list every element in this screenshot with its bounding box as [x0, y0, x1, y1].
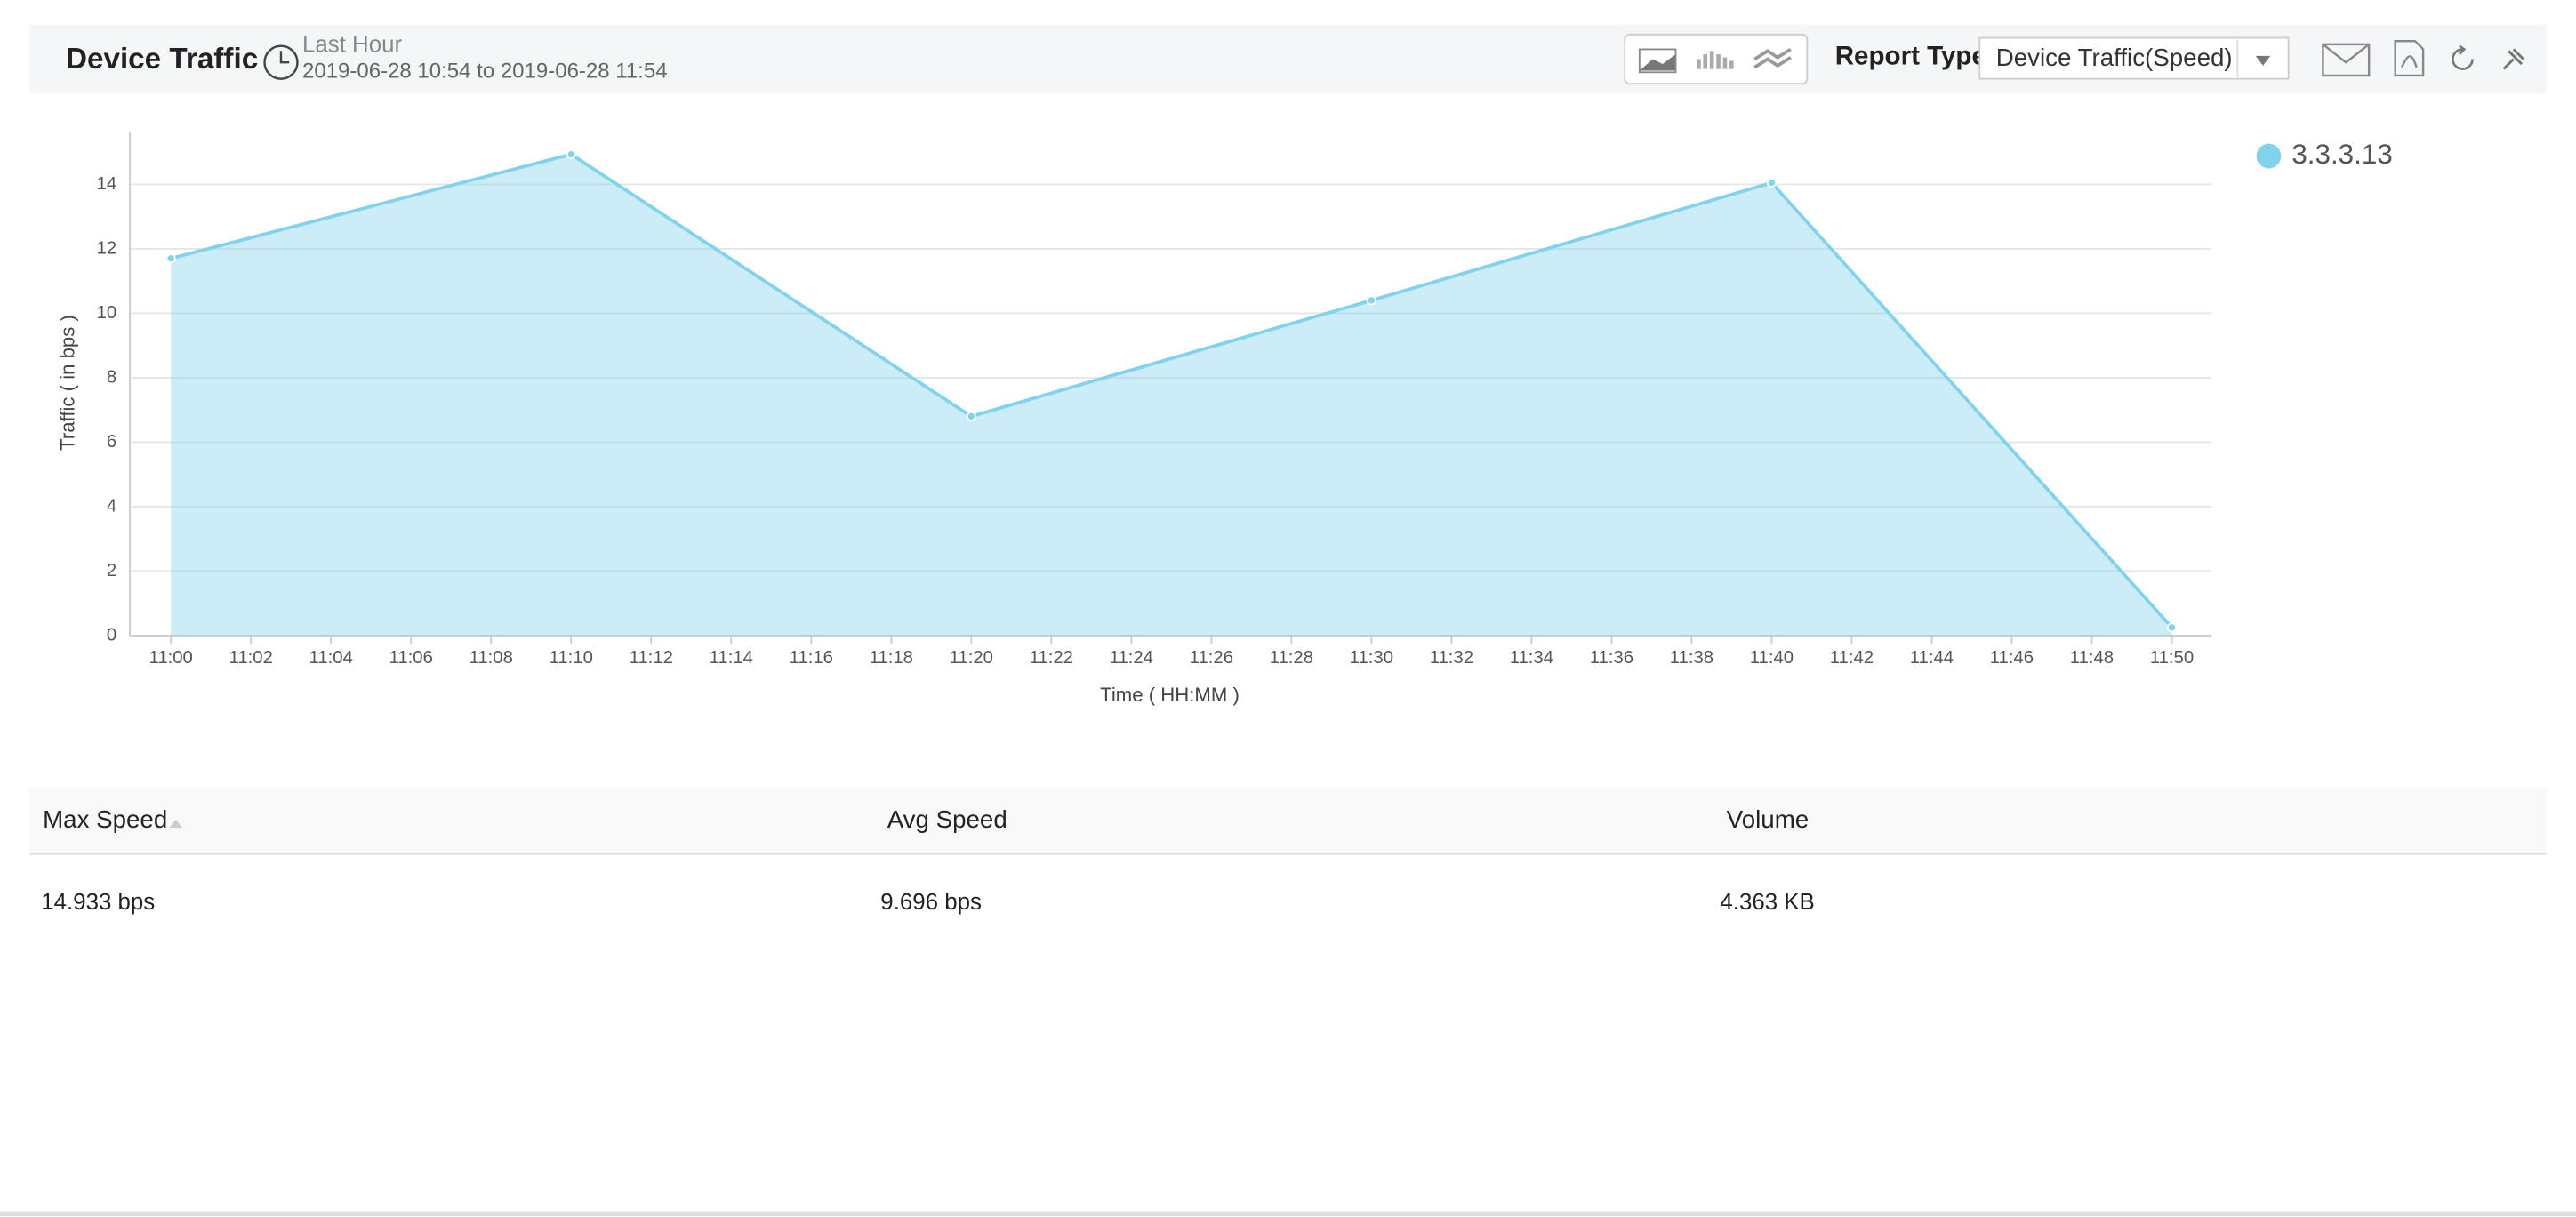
area-fill: [171, 154, 2172, 636]
column-header[interactable]: Max Speed: [43, 805, 167, 833]
x-tick-label: 11:32: [1430, 648, 1473, 668]
x-tick-label: 11:50: [2150, 648, 2194, 668]
y-axis-label: Traffic ( in bps ): [57, 315, 79, 451]
legend-label[interactable]: 3.3.3.13: [2291, 139, 2392, 170]
x-tick-label: 11:30: [1350, 648, 1393, 668]
x-tick-label: 11:12: [630, 648, 673, 668]
y-tick-label: 4: [107, 496, 116, 516]
chart-type-switcher[interactable]: [1624, 33, 1809, 85]
y-tick-label: 0: [107, 625, 116, 645]
report-title: Device Traffic: [66, 43, 258, 76]
chart: 0 2 4 6 8 10 12 14 11:00 11:02 11:04 11:06 11:08 11:1…: [57, 131, 2393, 706]
dropdown-arrow[interactable]: [2255, 55, 2271, 66]
x-tick-label: 11:46: [1990, 648, 2034, 668]
table-cell: 4.363 KB: [1720, 890, 1814, 915]
sort-icon[interactable]: [169, 819, 183, 829]
table-cell: 14.933 bps: [41, 890, 155, 915]
area-line: [170, 152, 2173, 629]
x-tick-label: 11:24: [1110, 648, 1153, 668]
data-point[interactable]: [566, 149, 576, 160]
column-header: Avg Speed: [887, 805, 1007, 833]
table-header-bg: [29, 788, 2547, 854]
email-icon[interactable]: [2322, 43, 2371, 77]
x-tick-label: 11:26: [1190, 648, 1233, 668]
x-tick-label: 11:42: [1830, 648, 1874, 668]
x-tick-label: 11:48: [2070, 648, 2114, 668]
y-tick-label: 14: [97, 174, 117, 194]
pdf-icon[interactable]: [2394, 39, 2425, 77]
x-tick-label: 11:44: [1910, 648, 1954, 668]
x-axis-label: Time ( HH:MM ): [1100, 684, 1240, 706]
refresh-icon[interactable]: [2452, 44, 2474, 70]
stats-table: Max Speed Avg Speed Volume 14.933 bps 9.696 …: [29, 788, 2547, 915]
x-tick-label: 11:28: [1270, 648, 1313, 668]
x-tick-label: 11:18: [870, 648, 913, 668]
clock-icon: [263, 44, 299, 80]
x-tick-label: 11:10: [550, 648, 593, 668]
x-tick-label: 11:40: [1750, 648, 1794, 668]
x-tick-label: 11:22: [1030, 648, 1073, 668]
legend-marker[interactable]: [2256, 143, 2282, 169]
report-type-label: Report Type: [1835, 41, 1986, 70]
column-header: Volume: [1727, 805, 1809, 833]
report-type-value[interactable]: Device Traffic(Speed): [1996, 44, 2233, 71]
period[interactable]: Last Hour: [302, 33, 403, 58]
x-tick-label: 11:08: [469, 648, 513, 668]
x-tick-label: 11:34: [1510, 648, 1553, 668]
data-point[interactable]: [1366, 295, 1376, 306]
y-tick-label: 10: [97, 303, 117, 323]
x-tick-label: 11:36: [1590, 648, 1633, 668]
x-tick-label: 11:00: [149, 648, 193, 668]
y-tick-label: 12: [97, 238, 117, 258]
table-cell: 9.696 bps: [880, 890, 982, 915]
date-range: 2019-06-28 10:54 to 2019-06-28 11:54: [302, 60, 668, 84]
x-tick-label: 11:04: [309, 648, 353, 668]
y-tick-label: 2: [107, 561, 116, 580]
x-tick-label: 11:14: [710, 648, 753, 668]
data-point[interactable]: [1766, 178, 1777, 188]
y-tick-label: 6: [107, 432, 116, 452]
y-tick-label: 8: [107, 367, 116, 387]
x-tick-label: 11:02: [229, 648, 273, 668]
x-tick-label: 11:16: [790, 648, 833, 668]
pin-icon[interactable]: [2502, 48, 2524, 70]
data-point[interactable]: [165, 253, 176, 264]
x-tick-label: 11:38: [1670, 648, 1713, 668]
x-tick-label: 11:20: [950, 648, 993, 668]
data-point[interactable]: [2166, 622, 2177, 633]
x-tick-label: 11:06: [389, 648, 433, 668]
data-point[interactable]: [966, 411, 976, 421]
